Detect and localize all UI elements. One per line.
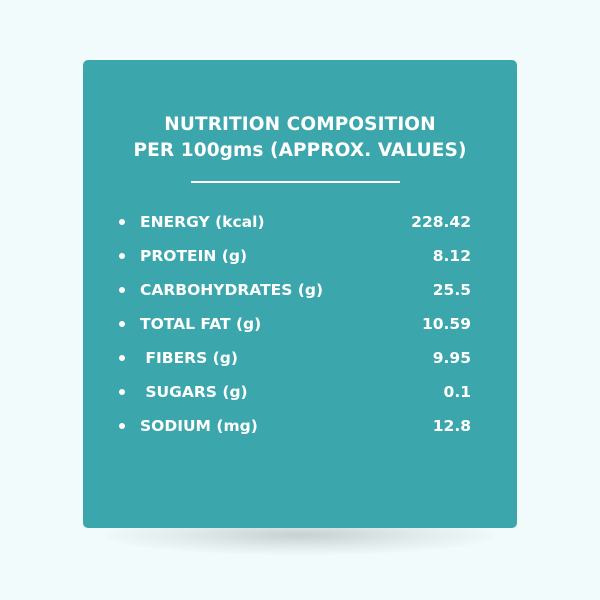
nutrient-row-protein: PROTEIN (g) 8.12 [83,245,517,279]
nutrient-row-energy: ENERGY (kcal) 228.42 [83,211,517,245]
nutrient-label: SODIUM (mg) [140,417,258,435]
nutrient-label: FIBERS (g) [140,349,238,367]
nutrient-row-sodium: SODIUM (mg) 12.8 [83,415,517,449]
nutrient-row-carbohydrates: CARBOHYDRATES (g) 25.5 [83,279,517,313]
nutrient-label: TOTAL FAT (g) [140,315,262,333]
nutrient-value: 228.42 [411,213,471,231]
title-line-2: PER 100gms (APPROX. VALUES) [133,140,467,161]
nutrient-label: CARBOHYDRATES (g) [140,281,324,299]
nutrient-value: 12.8 [432,417,471,435]
nutrient-label: PROTEIN (g) [140,247,248,265]
bullet-icon [119,355,125,361]
bullet-icon [119,321,125,327]
bullet-icon [119,287,125,293]
nutrient-list: ENERGY (kcal) 228.42 PROTEIN (g) 8.12 CA… [83,211,517,449]
nutrient-row-sugars: SUGARS (g) 0.1 [83,381,517,415]
title-line-1: NUTRITION COMPOSITION [164,114,436,135]
nutrient-value: 9.95 [432,349,471,367]
bullet-icon [119,253,125,259]
bullet-icon [119,423,125,429]
title-divider [191,181,400,183]
card-title: NUTRITION COMPOSITION PER 100gms (APPROX… [83,112,517,164]
nutrient-row-total-fat: TOTAL FAT (g) 10.59 [83,313,517,347]
nutrient-label: SUGARS (g) [140,383,248,401]
nutrient-value: 25.5 [432,281,471,299]
nutrient-value: 8.12 [432,247,471,265]
nutrient-value: 10.59 [421,315,471,333]
bullet-icon [119,219,125,225]
nutrient-value: 0.1 [443,383,471,401]
nutrient-label: ENERGY (kcal) [140,213,265,231]
nutrient-row-fibers: FIBERS (g) 9.95 [83,347,517,381]
bullet-icon [119,389,125,395]
nutrition-card: NUTRITION COMPOSITION PER 100gms (APPROX… [83,60,517,528]
